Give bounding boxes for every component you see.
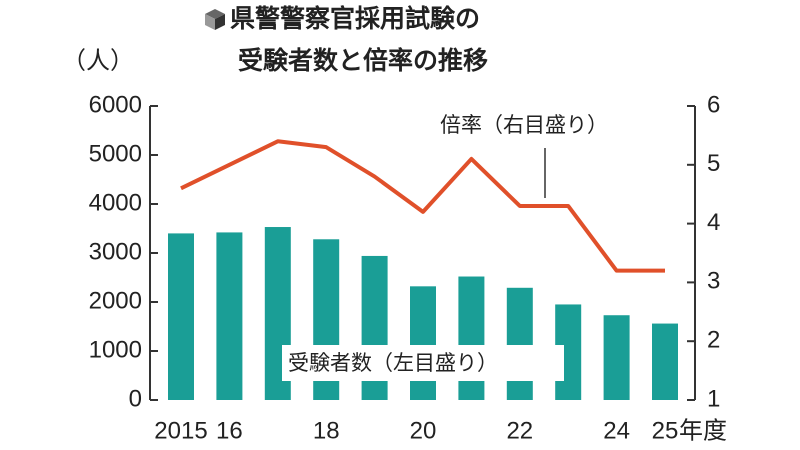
- x-tick-label: 18: [313, 417, 340, 444]
- x-axis-label: 年度: [679, 417, 727, 444]
- chart-title: 受験者数と倍率の推移: [238, 46, 488, 75]
- x-tick-label: 22: [506, 417, 533, 444]
- y2-tick-label: 6: [707, 91, 720, 118]
- x-tick-label: 20: [410, 417, 437, 444]
- y2-tick-label: 4: [707, 209, 720, 236]
- y-tick-label: 0: [129, 385, 142, 412]
- y-tick-label: 3000: [89, 238, 142, 265]
- bar: [410, 286, 436, 400]
- bar: [168, 233, 194, 400]
- x-tick-label: 16: [216, 417, 243, 444]
- bar: [458, 276, 485, 400]
- series-annotation: 倍率（右目盛り）: [440, 113, 608, 137]
- y2-tick-label: 5: [707, 150, 720, 177]
- x-tick-label: 24: [603, 417, 630, 444]
- y-tick-label: 2000: [89, 287, 142, 314]
- bar: [652, 323, 678, 400]
- y2-tick-label: 2: [707, 327, 720, 354]
- line: [180, 139, 665, 273]
- x-tick-label: 2015: [154, 417, 207, 444]
- y2-tick-label: 1: [707, 385, 720, 412]
- y2-tick-label: 3: [707, 268, 720, 295]
- bar: [603, 315, 630, 400]
- y-tick-label: 4000: [89, 189, 142, 216]
- title-icon: [205, 9, 225, 30]
- y-tick-label: 1000: [89, 336, 142, 363]
- annotation-bg: [282, 345, 564, 381]
- y-tick-label: 5000: [89, 140, 142, 167]
- series-annotation: 受験者数（左目盛り）: [288, 351, 498, 375]
- x-tick-label: 25: [652, 417, 679, 444]
- y-axis-label: （人）: [62, 47, 134, 74]
- bar: [216, 232, 243, 400]
- bar: [506, 287, 533, 400]
- y-tick-label: 6000: [89, 91, 142, 118]
- chart-title: 県警警察官採用試験の: [230, 4, 480, 33]
